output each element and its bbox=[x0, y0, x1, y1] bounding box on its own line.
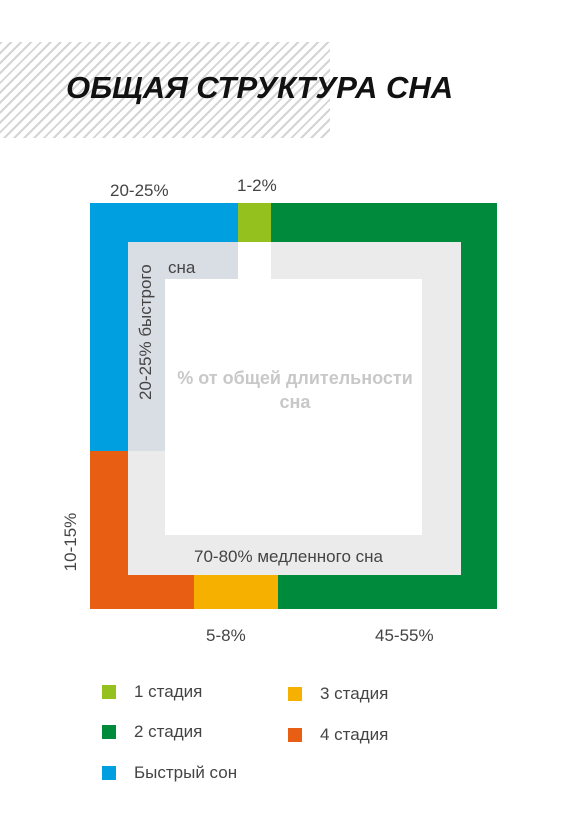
legend-swatch bbox=[288, 728, 302, 742]
legend-swatch bbox=[102, 725, 116, 739]
rem-inner-tail-label: сна bbox=[168, 258, 196, 277]
slow-sleep-label: 70-80% медленного сна bbox=[194, 547, 383, 566]
legend-label: Быстрый сон bbox=[134, 763, 238, 782]
title-hatch-background bbox=[0, 42, 330, 138]
stage3-segment bbox=[194, 575, 278, 609]
rem-inner-band-horizontal bbox=[165, 242, 238, 279]
center-label: % от общей длительности сна bbox=[177, 368, 413, 412]
rem-inner-label: 20-25% быстрого bbox=[136, 264, 155, 400]
legend-label: 1 стадия bbox=[134, 682, 203, 701]
stage3-percent-label: 5-8% bbox=[206, 626, 246, 645]
white-gap bbox=[238, 242, 271, 279]
center-panel bbox=[165, 279, 422, 535]
stage2-percent-label: 45-55% bbox=[375, 626, 434, 645]
stage1-percent-label: 1-2% bbox=[237, 176, 277, 195]
legend-label: 2 стадия bbox=[134, 722, 203, 741]
stage1-segment bbox=[238, 203, 271, 242]
rem-inner-band-vertical bbox=[128, 242, 165, 451]
stage4-percent-label: 10-15% bbox=[61, 512, 80, 572]
legend-label: 3 стадия bbox=[320, 684, 389, 703]
legend-label: 4 стадия bbox=[320, 725, 389, 744]
legend-swatch bbox=[288, 687, 302, 701]
legend-swatch bbox=[102, 766, 116, 780]
rem-percent-label: 20-25% bbox=[110, 181, 169, 200]
page-title: ОБЩАЯ СТРУКТУРА СНА bbox=[66, 70, 454, 105]
legend-swatch bbox=[102, 685, 116, 699]
